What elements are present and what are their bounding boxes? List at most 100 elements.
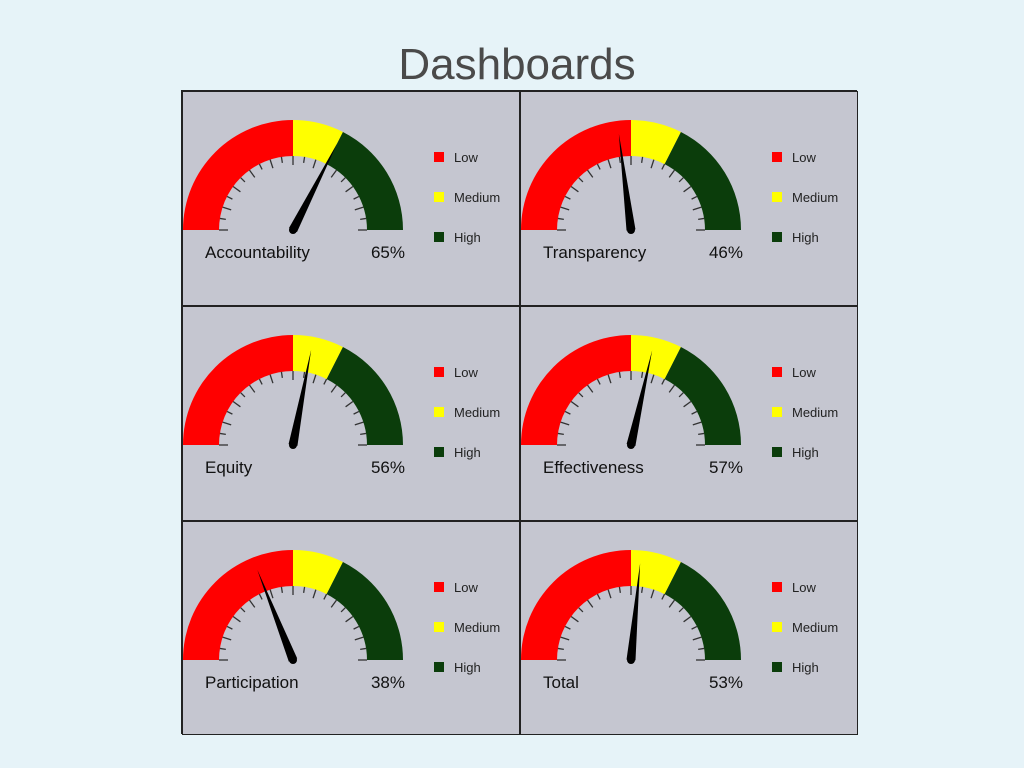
legend-swatch-low <box>434 367 444 377</box>
gauge-title: Effectiveness <box>543 458 644 477</box>
gauge-tick <box>560 206 570 211</box>
gauge-panel: Accountability 65% Low Medium High <box>182 91 520 306</box>
legend-swatch-medium <box>434 622 444 632</box>
gauge-tick <box>607 159 612 169</box>
gauge-tick <box>586 169 594 178</box>
legend-swatch-low <box>434 582 444 592</box>
gauge-tick <box>570 185 579 193</box>
gauge-tick <box>226 195 233 200</box>
legend-swatch-medium <box>772 407 782 417</box>
gauge-zone-medium <box>293 335 343 380</box>
gauge-tick <box>340 177 346 183</box>
gauge-needle-hub <box>289 441 297 449</box>
gauge-panel: Effectiveness 57% Low Medium High <box>520 306 858 521</box>
gauge-needle <box>618 133 636 231</box>
gauge-tick <box>618 371 622 378</box>
gauge-tick <box>698 647 705 651</box>
gauge-needle-hub <box>627 226 635 234</box>
gauge-tick <box>280 156 284 163</box>
gauge-tick <box>607 589 612 599</box>
gauge-tick <box>618 586 622 593</box>
gauge-tick <box>578 607 584 613</box>
gauge-tick <box>650 374 655 384</box>
gauge-panel: Participation 38% Low Medium High <box>182 521 520 735</box>
gauge-value: 46% <box>709 243 743 262</box>
gauge-tick <box>248 599 256 608</box>
gauge-tick <box>691 195 698 200</box>
gauge-tick <box>360 647 367 651</box>
gauge-tick <box>668 384 676 393</box>
gauge-grid: Accountability 65% Low Medium High Transpare… <box>181 90 858 735</box>
legend-label-high: High <box>454 445 481 460</box>
gauge-tick <box>578 392 584 398</box>
gauge-chart: Accountability 65% Low Medium High <box>183 120 500 262</box>
gauge-tick <box>354 636 364 641</box>
gauge-tick <box>269 374 274 384</box>
gauge-chart: Total 53% Low Medium High <box>521 550 838 692</box>
gauge-tick <box>560 421 570 426</box>
gauge-tick <box>570 615 579 623</box>
gauge-tick <box>360 432 367 436</box>
gauge-tick <box>258 593 263 600</box>
gauge-tick <box>564 410 571 415</box>
legend-label-low: Low <box>792 580 816 595</box>
gauge-tick <box>692 206 702 211</box>
gauge-tick <box>668 599 676 608</box>
gauge-panel: Transparency 46% Low Medium High <box>520 91 858 306</box>
gauge-tick <box>640 586 644 593</box>
gauge-tick <box>586 384 594 393</box>
gauge-tick <box>661 163 666 170</box>
legend-swatch-high <box>772 232 782 242</box>
gauge-tick <box>678 177 684 183</box>
gauge-tick <box>557 432 564 436</box>
gauge-tick <box>302 586 306 593</box>
gauge-tick <box>258 378 263 385</box>
legend-label-medium: Medium <box>454 405 500 420</box>
gauge-tick <box>691 410 698 415</box>
legend-label-medium: Medium <box>792 190 838 205</box>
gauge-tick <box>323 593 328 600</box>
gauge-needle <box>626 350 653 446</box>
gauge-tick <box>222 421 232 426</box>
gauge-zone-high <box>664 131 741 230</box>
gauge-tick <box>240 392 246 398</box>
gauge-needle-hub <box>289 226 297 234</box>
legend-swatch-low <box>434 152 444 162</box>
legend-swatch-high <box>434 447 444 457</box>
gauge-tick <box>564 195 571 200</box>
gauge-tick <box>650 159 655 169</box>
gauge-zone-medium <box>631 550 681 595</box>
legend-swatch-low <box>772 152 782 162</box>
gauge-tick <box>248 169 256 178</box>
gauge-tick <box>564 625 571 630</box>
gauge-value: 56% <box>371 458 405 477</box>
gauge-tick <box>345 400 354 408</box>
gauge-zone-low <box>183 550 293 660</box>
gauge-tick <box>226 410 233 415</box>
gauge-tick <box>280 371 284 378</box>
gauge-tick <box>269 159 274 169</box>
gauge-tick <box>330 384 338 393</box>
gauge-tick <box>219 432 226 436</box>
gauge-tick <box>557 217 564 221</box>
gauge-tick <box>353 410 360 415</box>
gauge-tick <box>226 625 233 630</box>
gauge-tick <box>353 625 360 630</box>
gauge-panel: Equity 56% Low Medium High <box>182 306 520 521</box>
gauge-zone-medium <box>293 550 343 595</box>
gauge-tick <box>323 378 328 385</box>
gauge-zone-high <box>664 561 741 660</box>
gauge-tick <box>248 384 256 393</box>
gauge-tick <box>678 607 684 613</box>
gauge-tick <box>596 593 601 600</box>
legend-label-medium: Medium <box>792 620 838 635</box>
gauge-tick <box>302 156 306 163</box>
gauge-tick <box>269 589 274 599</box>
gauge-chart: Participation 38% Low Medium High <box>183 550 500 692</box>
gauge-tick <box>222 636 232 641</box>
gauge-tick <box>596 378 601 385</box>
gauge-tick <box>232 185 241 193</box>
gauge-chart: Equity 56% Low Medium High <box>183 335 500 477</box>
legend-label-low: Low <box>454 580 478 595</box>
gauge-tick <box>698 217 705 221</box>
